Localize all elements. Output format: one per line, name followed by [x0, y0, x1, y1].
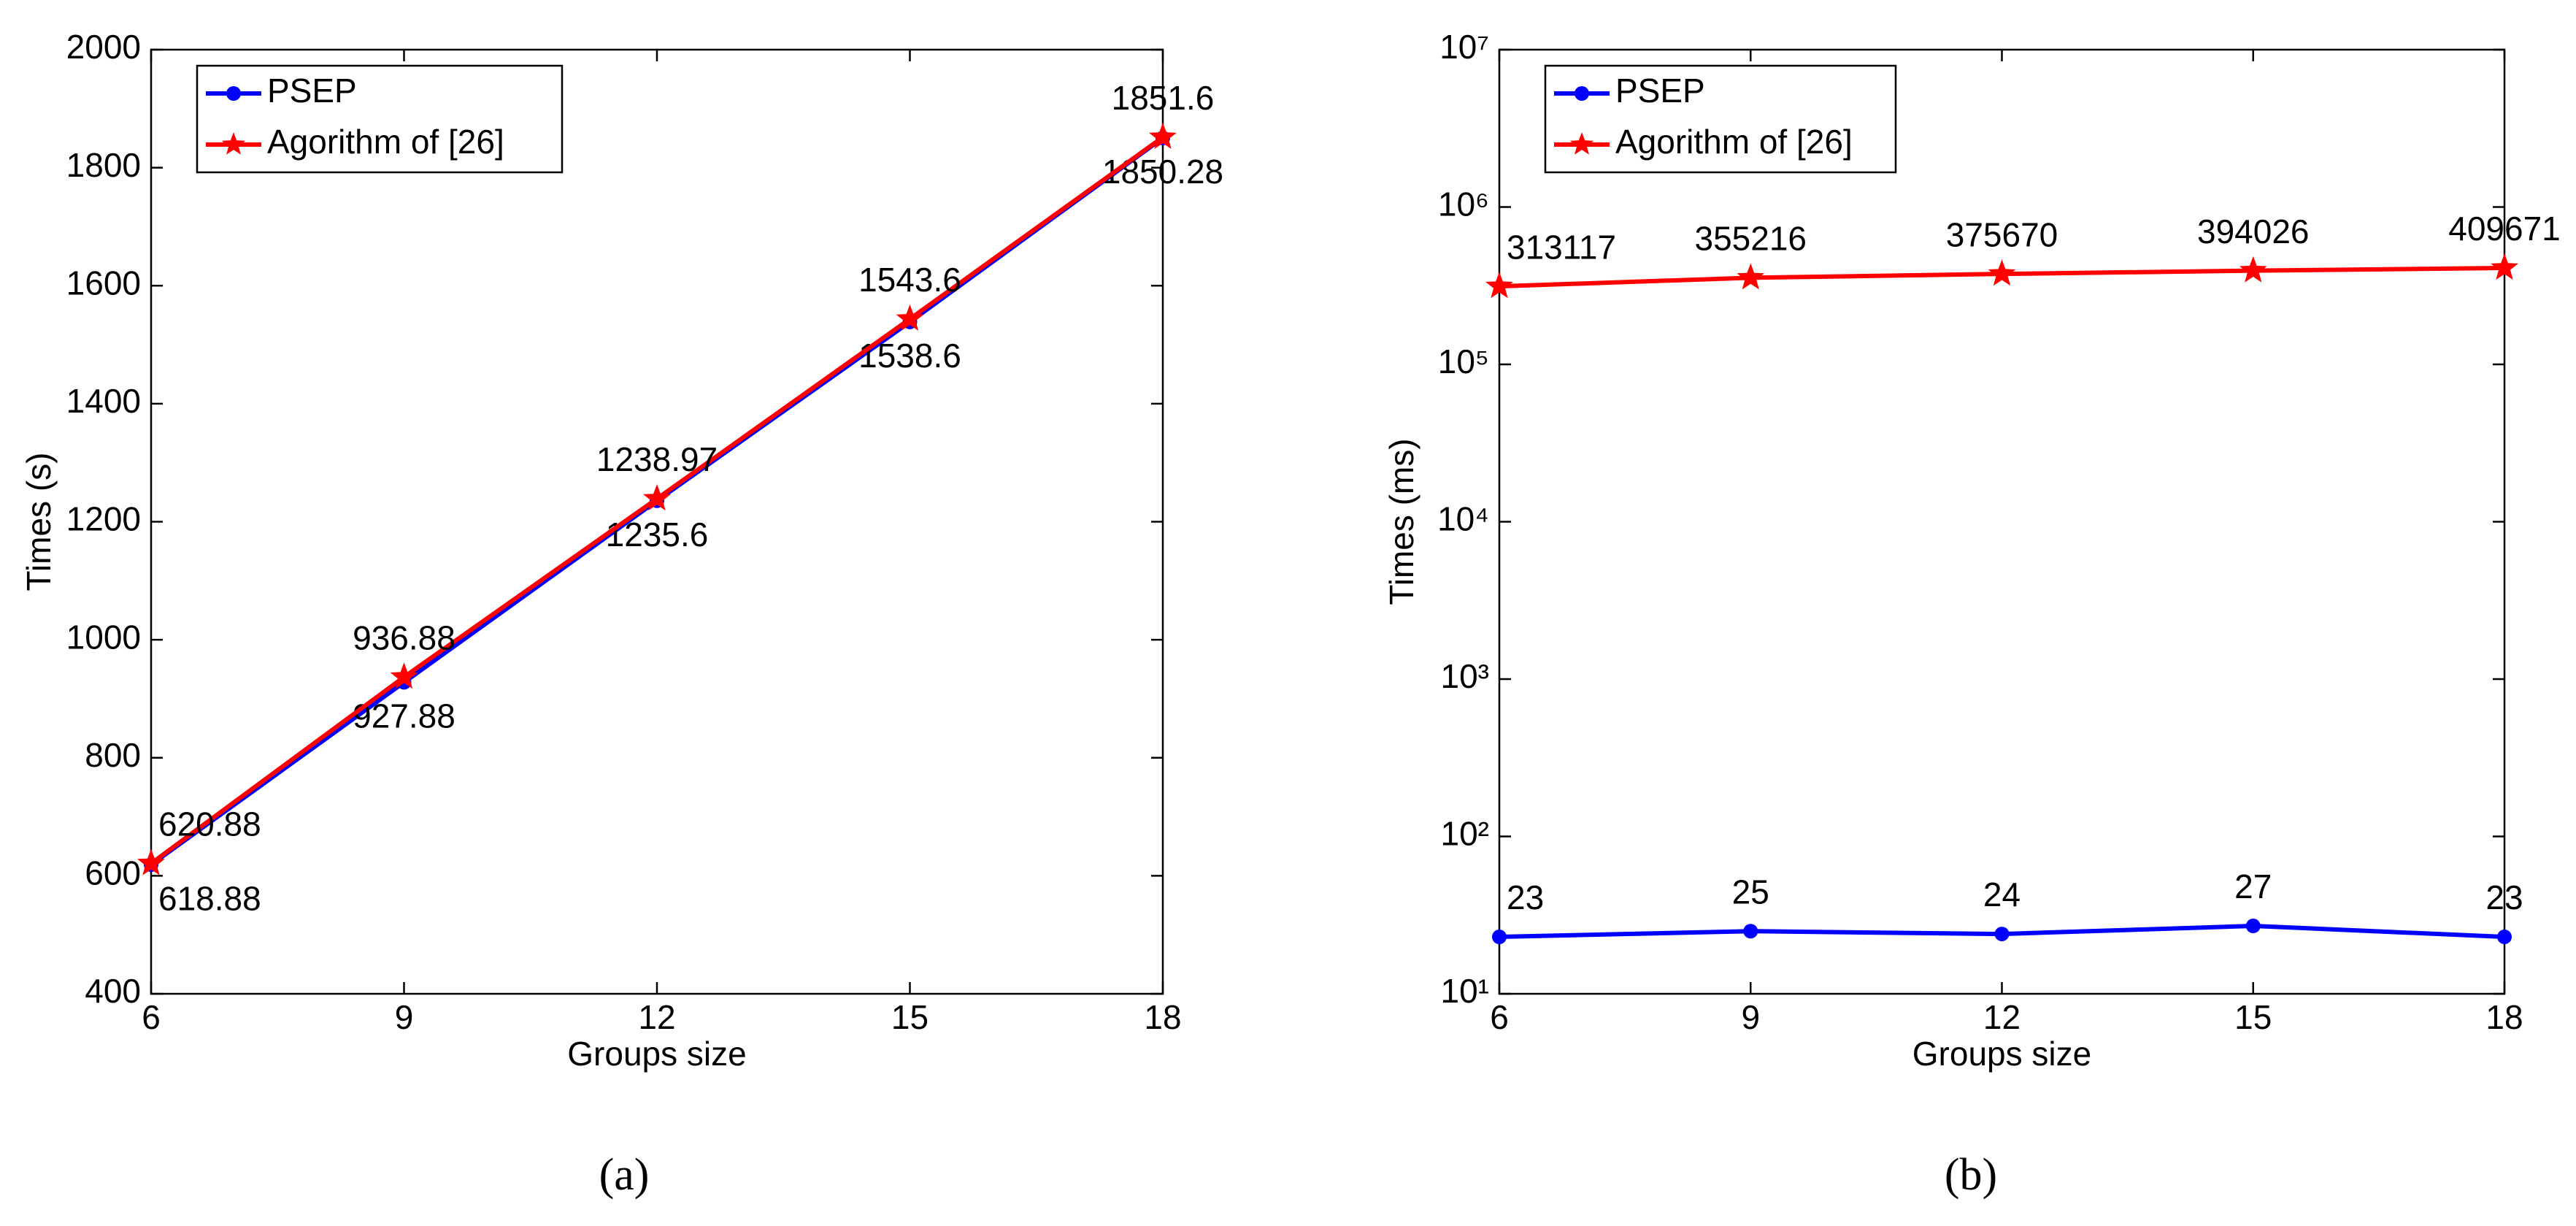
x-axis-label: Groups size	[1912, 1035, 2091, 1073]
x-tick-label: 15	[891, 998, 928, 1036]
data-label: 23	[2485, 878, 2523, 916]
data-label: 1235.6	[606, 516, 709, 553]
data-label: 1543.6	[858, 261, 961, 299]
x-tick-label: 6	[142, 998, 161, 1036]
marker	[137, 848, 165, 876]
y-tick-label: 1400	[66, 382, 141, 420]
marker	[643, 484, 671, 511]
y-tick-label: 10²	[1441, 815, 1489, 853]
data-label: 936.88	[353, 618, 455, 656]
data-label: 394026	[2197, 212, 2310, 250]
x-tick-label: 15	[2234, 998, 2272, 1036]
y-tick-label: 2000	[66, 28, 141, 66]
y-tick-label: 10⁵	[1438, 342, 1489, 380]
x-tick-label: 9	[395, 998, 414, 1036]
legend-label: PSEP	[267, 72, 357, 110]
y-tick-label: 1800	[66, 146, 141, 184]
y-tick-label: 400	[85, 972, 141, 1010]
y-tick-label: 10⁶	[1438, 185, 1489, 223]
data-label: 355216	[1695, 220, 1807, 258]
caption: (a)	[599, 1150, 650, 1200]
marker	[2491, 253, 2518, 280]
y-tick-label: 800	[85, 736, 141, 774]
legend-box	[1544, 64, 1897, 174]
marker	[1988, 259, 2016, 286]
data-label: 618.88	[158, 879, 261, 917]
marker	[1994, 927, 2010, 942]
x-tick-label: 18	[1144, 998, 1181, 1036]
y-tick-label: 10¹	[1441, 972, 1489, 1010]
data-label: 1850.28	[1102, 153, 1223, 191]
y-tick-label: 10³	[1441, 657, 1489, 695]
legend-marker	[221, 132, 246, 155]
marker	[1149, 123, 1177, 150]
data-label: 1851.6	[1112, 79, 1215, 117]
data-label: 409671	[2448, 210, 2561, 248]
y-axis-label: Times (ms)	[1383, 438, 1420, 605]
marker	[1737, 263, 1765, 290]
legend-label: PSEP	[1615, 72, 1705, 110]
data-label: 27	[2234, 867, 2272, 905]
data-label: 620.88	[158, 805, 261, 843]
legend-marker	[1569, 132, 1594, 155]
data-label: 25	[1732, 873, 1769, 911]
marker	[1492, 930, 1507, 945]
legend-box	[196, 64, 564, 174]
x-axis-label: Groups size	[567, 1035, 746, 1073]
legend-marker	[1575, 86, 1589, 101]
y-axis-label: Times (s)	[20, 453, 58, 591]
marker	[1485, 272, 1513, 299]
legend-marker	[226, 86, 241, 101]
y-tick-label: 1000	[66, 618, 141, 656]
data-label: 24	[1983, 876, 2021, 913]
data-label: 375670	[1946, 215, 2058, 253]
y-tick-label: 600	[85, 854, 141, 892]
y-tick-label: 10⁴	[1437, 500, 1489, 538]
y-tick-label: 10⁷	[1439, 28, 1489, 66]
data-label: 313117	[1507, 228, 1616, 266]
x-tick-label: 9	[1741, 998, 1760, 1036]
marker	[2245, 919, 2261, 934]
marker	[2239, 256, 2267, 283]
marker	[896, 304, 924, 331]
x-tick-label: 12	[1983, 998, 2021, 1036]
legend-label: Agorithm of [26]	[1615, 123, 1853, 161]
x-tick-label: 18	[2485, 998, 2523, 1036]
legend-label: Agorithm of [26]	[267, 123, 504, 161]
data-label: 1238.97	[596, 440, 718, 478]
marker	[2497, 930, 2512, 945]
marker	[1743, 924, 1758, 939]
marker	[390, 662, 418, 689]
x-tick-label: 12	[638, 998, 675, 1036]
caption: (b)	[1945, 1150, 1997, 1200]
plot-area	[1498, 48, 2506, 995]
y-tick-label: 1600	[66, 264, 141, 302]
y-tick-label: 1200	[66, 500, 141, 538]
x-tick-label: 6	[1490, 998, 1509, 1036]
data-label: 23	[1507, 878, 1544, 916]
